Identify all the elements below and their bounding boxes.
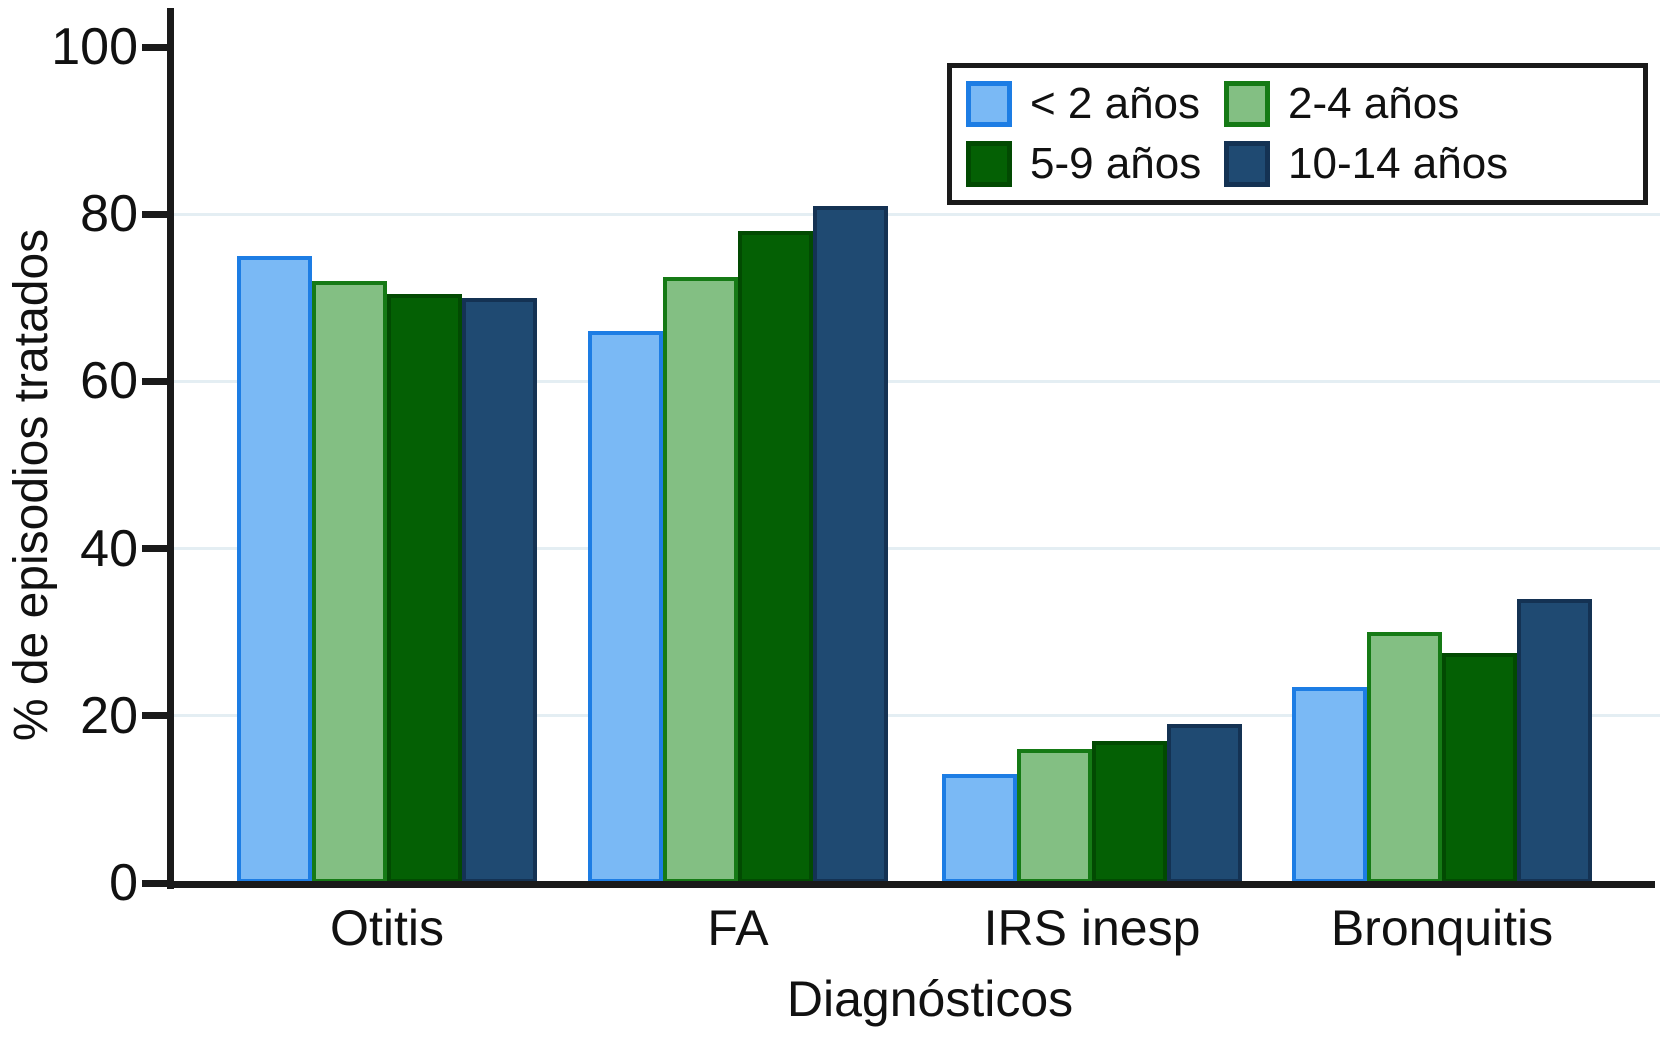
bar-series1-fa <box>588 331 663 883</box>
bar-series4-irs-inesp <box>1167 724 1242 883</box>
y-tick-80 <box>142 210 172 218</box>
legend-label: 10-14 años <box>1288 139 1509 188</box>
y-tick-label-40: 40 <box>80 519 138 578</box>
bar-series2-bronquitis <box>1367 632 1442 883</box>
y-tick-label-60: 60 <box>80 352 138 411</box>
legend-item-2: 2-4 años <box>1224 79 1643 129</box>
y-tick-label-80: 80 <box>80 185 138 244</box>
legend-item-4: 10-14 años <box>1224 139 1643 189</box>
legend-swatch-icon <box>966 141 1012 187</box>
x-category-label-otitis: Otitis <box>330 900 444 956</box>
y-tick-20 <box>142 712 172 720</box>
legend-label: 5-9 años <box>1030 139 1202 188</box>
legend: < 2 años 2-4 años 5-9 años 10-14 años <box>947 63 1648 205</box>
y-gridline-80 <box>174 212 1660 216</box>
bar-series4-otitis <box>462 297 537 883</box>
legend-item-1: < 2 años <box>966 79 1224 129</box>
legend-label: < 2 años <box>1030 79 1201 128</box>
y-tick-label-100: 100 <box>51 18 138 76</box>
x-category-label-fa: FA <box>707 900 769 956</box>
x-axis-title: Diagnósticos <box>786 971 1074 1027</box>
bar-series2-otitis <box>312 281 387 883</box>
y-tick-100 <box>142 43 172 51</box>
bar-series3-fa <box>738 230 813 883</box>
y-gridline-20 <box>174 714 1660 718</box>
y-axis-line <box>167 8 174 889</box>
bar-series2-irs-inesp <box>1017 749 1092 883</box>
bar-series3-otitis <box>387 293 462 883</box>
bar-series1-irs-inesp <box>942 774 1017 883</box>
legend-swatch-icon <box>966 81 1012 127</box>
y-tick-label-0: 0 <box>109 854 138 912</box>
y-axis-title: % de episodios tratados <box>5 228 58 742</box>
x-axis-line <box>167 881 1655 888</box>
x-category-label-irs-inesp: IRS inesp <box>983 900 1201 956</box>
bar-series4-bronquitis <box>1517 598 1592 883</box>
y-tick-60 <box>142 377 172 385</box>
y-tick-40 <box>142 545 172 553</box>
y-gridline-60 <box>174 379 1660 383</box>
y-gridline-40 <box>174 547 1660 551</box>
bar-series4-fa <box>813 205 888 883</box>
bar-series3-irs-inesp <box>1092 740 1167 883</box>
bar-series1-bronquitis <box>1292 686 1367 883</box>
y-tick-0 <box>142 879 172 887</box>
legend-swatch-icon <box>1224 141 1270 187</box>
legend-label: 2-4 años <box>1288 79 1460 128</box>
bar-series2-fa <box>663 276 738 883</box>
bar-series1-otitis <box>237 256 312 883</box>
bar-series3-bronquitis <box>1442 653 1517 883</box>
legend-item-3: 5-9 años <box>966 139 1224 189</box>
legend-swatch-icon <box>1224 81 1270 127</box>
y-tick-label-20: 20 <box>80 686 138 745</box>
x-category-label-bronquitis: Bronquitis <box>1330 900 1554 956</box>
